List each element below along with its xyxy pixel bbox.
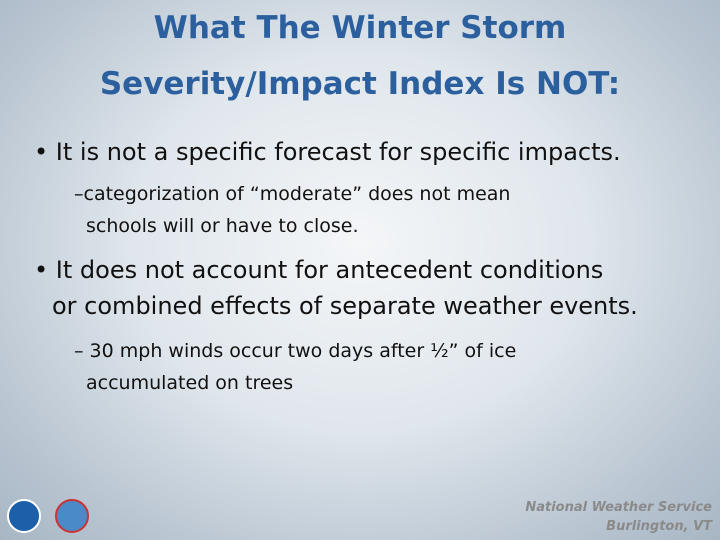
sub-bullet: – 30 mph winds occur two days after ½” o… bbox=[74, 340, 517, 362]
bullet-text: It is not a specific forecast for specif… bbox=[55, 138, 621, 166]
bullet-text: or combined effects of separate weather … bbox=[52, 292, 638, 320]
noaa-logo bbox=[7, 499, 41, 533]
sub-bullet: –categorization of “moderate” does not m… bbox=[74, 183, 511, 205]
sub-bullet: schools will or have to close. bbox=[86, 215, 359, 237]
logos bbox=[7, 499, 89, 533]
nws-logo bbox=[55, 499, 89, 533]
footer: National Weather Service bbox=[525, 500, 712, 515]
footer: Burlington, VT bbox=[606, 519, 712, 534]
title-line: Severity/Impact Index Is NOT: bbox=[99, 66, 621, 102]
bullet-text: It does not account for antecedent condi… bbox=[55, 256, 604, 284]
title-line: What The Winter Storm bbox=[153, 10, 567, 46]
sub-bullet: accumulated on trees bbox=[86, 372, 294, 394]
bullet: • It is not a specific forecast for spec… bbox=[34, 138, 621, 166]
bullet: • It does not account for antecedent con… bbox=[34, 256, 604, 284]
